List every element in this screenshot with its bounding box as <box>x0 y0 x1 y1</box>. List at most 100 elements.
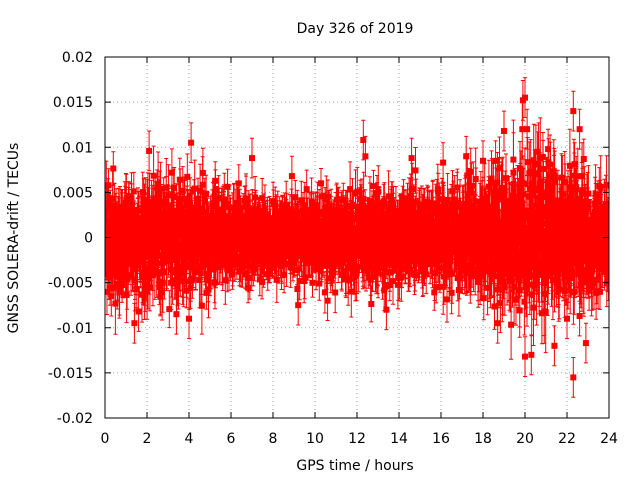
data-point <box>493 213 500 220</box>
data-point <box>569 217 576 224</box>
data-point <box>390 201 397 208</box>
data-point <box>119 220 126 226</box>
data-point <box>575 246 582 253</box>
data-point <box>206 223 212 230</box>
data-point <box>594 250 601 257</box>
data-point <box>326 250 333 257</box>
data-point <box>556 229 562 236</box>
data-point <box>555 259 562 266</box>
data-point <box>602 266 609 273</box>
y-tick-label: -0.01 <box>57 321 93 337</box>
data-point <box>215 264 221 271</box>
data-point <box>115 249 122 256</box>
data-point <box>550 236 557 243</box>
data-point <box>384 236 391 243</box>
data-point <box>445 207 452 213</box>
data-point <box>352 252 359 259</box>
data-point <box>303 223 310 230</box>
data-point <box>394 250 401 257</box>
data-point <box>438 222 445 229</box>
x-tick-label: 22 <box>558 431 576 447</box>
data-point <box>329 269 336 275</box>
data-point <box>456 245 463 252</box>
data-point <box>263 254 270 261</box>
data-point <box>214 246 221 253</box>
data-point <box>132 246 139 253</box>
data-point <box>502 250 509 257</box>
x-tick-label: 10 <box>306 431 324 447</box>
data-point <box>431 270 438 277</box>
data-point <box>318 257 325 264</box>
data-point <box>414 217 421 224</box>
data-point <box>406 229 413 236</box>
data-point <box>412 271 418 278</box>
data-point <box>149 213 156 219</box>
data-point <box>348 248 354 255</box>
data-point <box>339 254 346 261</box>
data-point <box>499 245 506 252</box>
data-point <box>519 218 526 225</box>
data-point <box>493 201 500 207</box>
data-point <box>318 180 324 187</box>
data-point <box>519 200 526 207</box>
data-point <box>130 251 137 258</box>
data-point <box>588 275 595 282</box>
data-point <box>575 261 582 268</box>
data-point <box>251 257 258 264</box>
data-point <box>449 270 456 277</box>
data-point <box>266 215 273 222</box>
data-point <box>386 256 393 263</box>
data-point <box>522 207 529 214</box>
data-point <box>205 271 212 278</box>
data-point <box>219 258 226 265</box>
data-point <box>530 157 537 164</box>
data-point <box>532 231 539 238</box>
data-point <box>539 260 546 267</box>
data-point <box>580 156 587 162</box>
data-point <box>135 308 142 315</box>
data-point <box>533 250 540 257</box>
data-point <box>357 235 364 242</box>
data-point <box>139 233 146 240</box>
data-point <box>527 168 534 175</box>
data-point <box>451 228 458 235</box>
data-point <box>109 266 116 273</box>
data-point <box>250 232 257 238</box>
data-point <box>281 209 288 216</box>
data-point <box>332 250 339 257</box>
data-point <box>538 217 545 224</box>
data-point <box>209 222 216 229</box>
data-point <box>479 203 486 210</box>
data-point <box>198 302 205 309</box>
plot-data <box>105 77 609 398</box>
data-point <box>282 253 289 260</box>
data-point <box>347 186 354 193</box>
data-point <box>468 189 475 196</box>
data-point <box>430 210 437 217</box>
chart-title: Day 326 of 2019 <box>297 21 414 37</box>
data-point <box>342 250 349 257</box>
data-point <box>584 200 591 207</box>
data-point <box>589 284 596 291</box>
data-point <box>508 213 515 220</box>
data-point <box>386 282 393 288</box>
data-point <box>467 268 474 275</box>
data-point <box>521 180 528 187</box>
data-point <box>490 190 497 197</box>
data-point <box>454 199 461 206</box>
data-point <box>418 236 425 243</box>
data-point <box>174 207 181 214</box>
data-point <box>173 237 180 244</box>
data-point <box>513 204 520 211</box>
data-point <box>381 287 388 294</box>
data-point <box>487 269 494 276</box>
data-point <box>523 256 530 263</box>
data-point <box>508 321 515 328</box>
data-point <box>585 190 592 197</box>
data-point <box>427 223 434 230</box>
data-point <box>359 262 366 269</box>
data-point <box>175 253 182 260</box>
data-point <box>604 270 609 277</box>
data-point <box>429 260 436 267</box>
data-point <box>521 298 528 305</box>
